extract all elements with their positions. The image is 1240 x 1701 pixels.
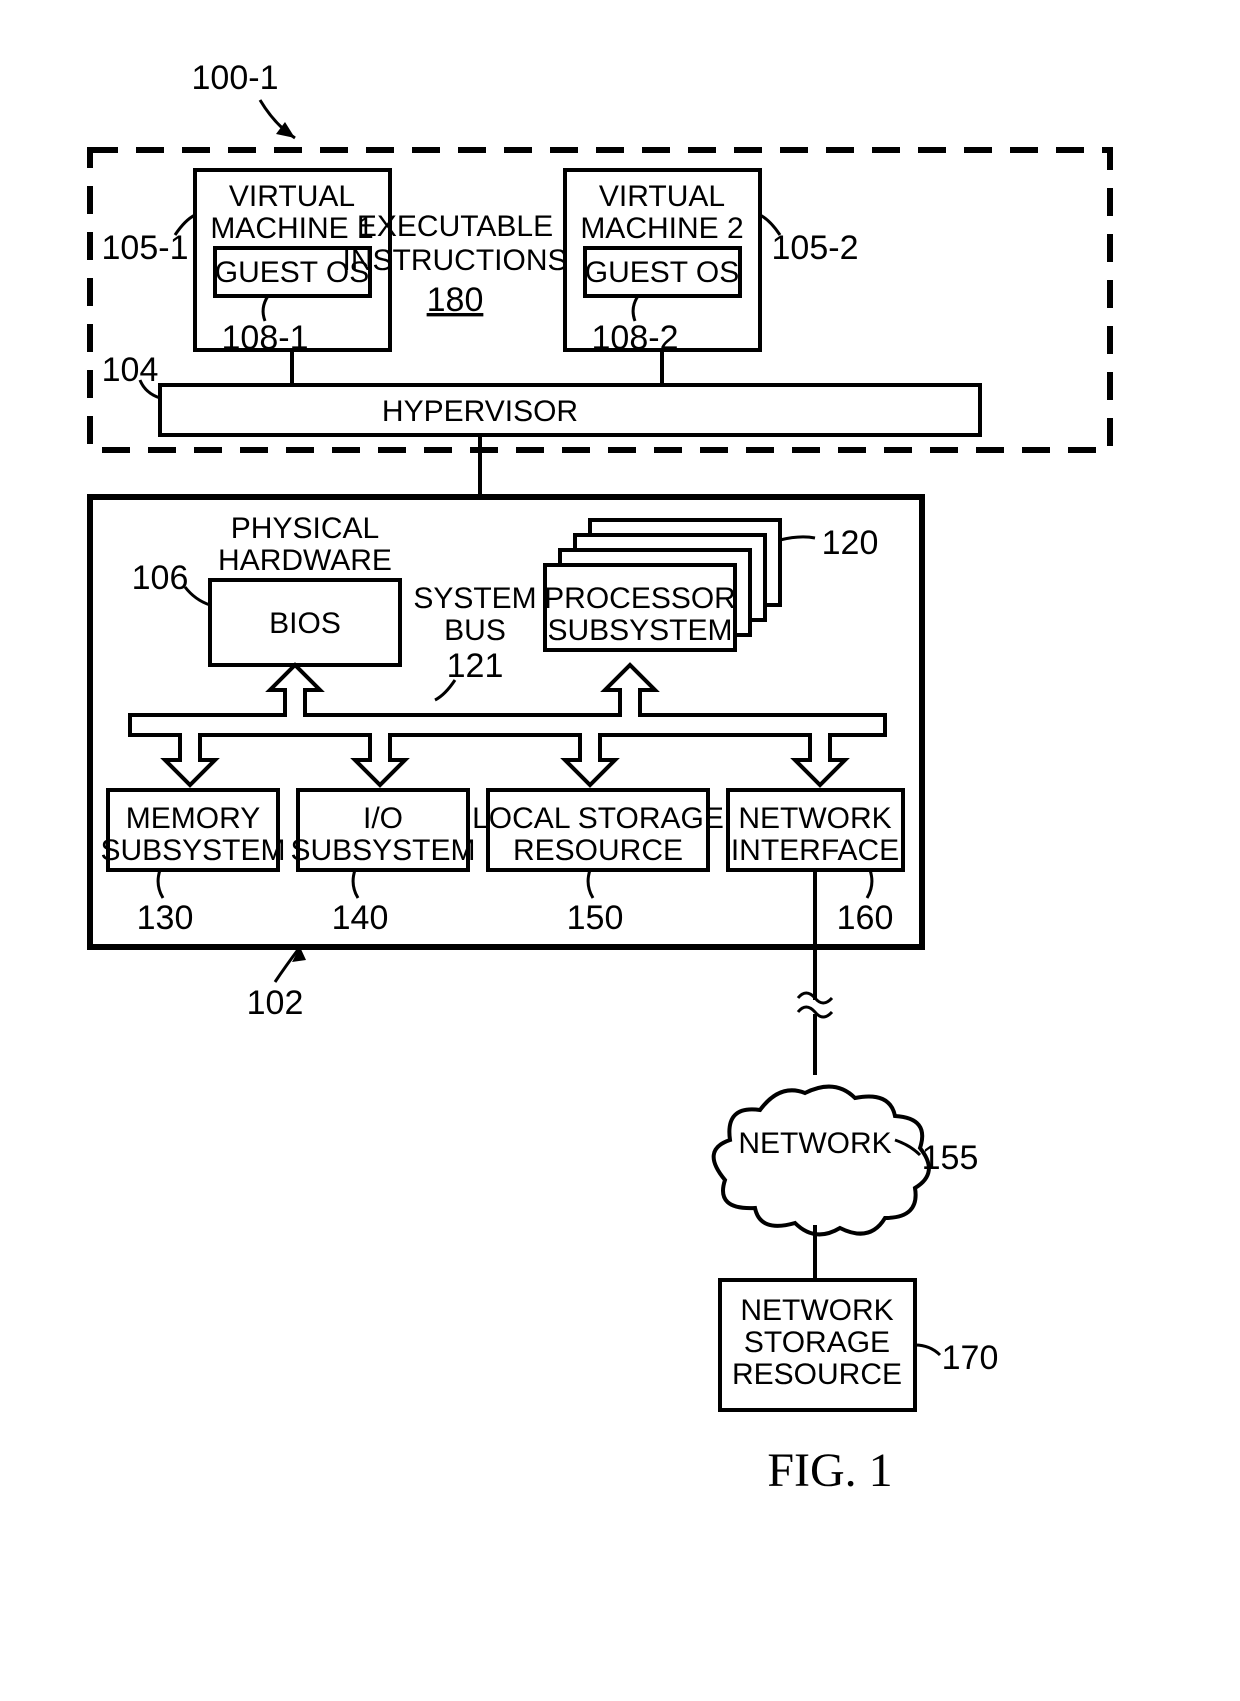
ref-104: 104 [102,351,159,389]
network-cloud [714,1087,929,1235]
phys-hw-2: HARDWARE [218,544,392,577]
ns-3: RESOURCE [732,1358,902,1391]
ref-105-2: 105-2 [772,229,859,267]
ns-1: NETWORK [740,1294,893,1327]
ref-121: 121 [447,647,504,685]
vm2-title-1: VIRTUAL [599,180,725,213]
io-2: SUBSYSTEM [290,834,475,867]
proc-2: SUBSYSTEM [547,614,732,647]
proc-1: PROCESSOR [544,582,736,615]
ref-108-1: 108-1 [222,319,309,357]
phys-hw-1: PHYSICAL [231,512,379,545]
ref-106: 106 [132,559,189,597]
bios-label: BIOS [269,607,341,640]
network-label: NETWORK [738,1127,891,1160]
sysbus-1: SYSTEM [413,582,536,615]
ref-180: 180 [427,281,484,319]
exec-instr-1: EXECUTABLE [357,210,553,243]
netif-2: INTERFACE [731,834,899,867]
ref-140: 140 [332,899,389,937]
ref-102: 102 [247,984,304,1022]
ref-100-1: 100-1 [192,59,279,97]
netif-1: NETWORK [738,802,891,835]
sysbus-2: BUS [444,614,506,647]
ref-150: 150 [567,899,624,937]
vm2-guestos-label: GUEST OS [585,256,739,289]
bus-horizontal [130,715,885,735]
vm1-title-1: VIRTUAL [229,180,355,213]
ref-130: 130 [137,899,194,937]
exec-instr-2: INSTRUCTIONS [343,244,568,277]
ref-170-leader [915,1345,940,1355]
vm2-title-2: MACHINE 2 [580,212,743,245]
ns-2: STORAGE [744,1326,890,1359]
hypervisor-label: HYPERVISOR [382,395,578,428]
ref-102-leader [275,947,300,982]
ref-108-2: 108-2 [592,319,679,357]
mem-2: SUBSYSTEM [100,834,285,867]
ref-120: 120 [822,524,879,562]
vm1-title-2: MACHINE 1 [210,212,373,245]
ref-155: 155 [922,1139,979,1177]
io-1: I/O [363,802,403,835]
ls-2: RESOURCE [513,834,683,867]
mem-1: MEMORY [126,802,260,835]
ref-170: 170 [942,1339,999,1377]
ref-160: 160 [837,899,894,937]
figure-label: FIG. 1 [767,1444,892,1497]
ls-1: LOCAL STORAGE [472,802,724,835]
